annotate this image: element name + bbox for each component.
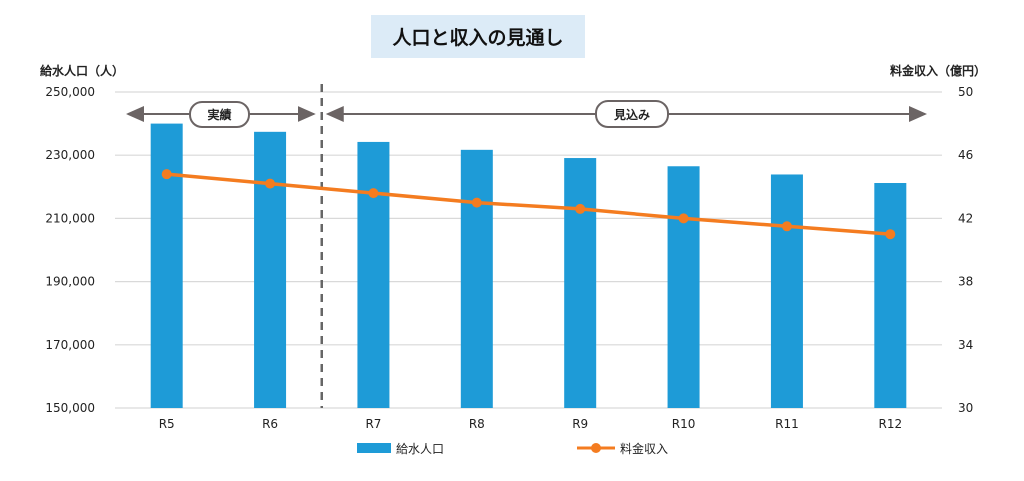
- revenue-point-R12: [885, 229, 896, 240]
- bar-R9: [564, 158, 597, 408]
- bar-R6: [254, 131, 287, 409]
- x-tick-label: R11: [775, 417, 799, 431]
- legend-label-population: 給水人口: [396, 442, 444, 456]
- bar-R12: [874, 183, 907, 408]
- revenue-point-R5: [161, 169, 172, 180]
- forecast-label-box: [595, 100, 669, 128]
- revenue-point-R7: [368, 188, 379, 199]
- legend-line-marker: [591, 443, 601, 453]
- revenue-point-R8: [471, 197, 482, 208]
- right-tick-label: 50: [958, 85, 973, 99]
- right-tick-label: 46: [958, 148, 973, 162]
- x-tick-label: R7: [365, 417, 381, 431]
- legend-bar-swatch: [357, 443, 391, 453]
- revenue-point-R9: [575, 203, 586, 214]
- bar-R11: [770, 174, 803, 408]
- x-tick-label: R10: [672, 417, 696, 431]
- x-tick-label: R9: [572, 417, 588, 431]
- left-tick-label: 190,000: [45, 275, 95, 289]
- x-tick-label: R8: [469, 417, 485, 431]
- left-tick-label: 210,000: [45, 211, 95, 225]
- left-tick-label: 250,000: [45, 85, 95, 99]
- actual-label-box: [189, 101, 250, 128]
- right-tick-label: 42: [958, 211, 973, 225]
- left-tick-label: 230,000: [45, 148, 95, 162]
- x-tick-label: R6: [262, 417, 278, 431]
- revenue-point-R10: [678, 213, 689, 224]
- x-tick-label: R12: [879, 417, 903, 431]
- left-tick-label: 170,000: [45, 338, 95, 352]
- x-tick-label: R5: [159, 417, 175, 431]
- chart-title: 人口と収入の見通し: [371, 15, 585, 58]
- bar-R7: [357, 141, 390, 409]
- right-tick-label: 30: [958, 401, 973, 415]
- revenue-point-R6: [265, 178, 276, 189]
- bar-R8: [460, 149, 493, 408]
- right-tick-label: 38: [958, 275, 973, 289]
- bar-R10: [667, 166, 700, 408]
- actual-label: 実績: [207, 107, 231, 122]
- legend: 給水人口 料金収入: [357, 441, 668, 456]
- revenue-line: [166, 172, 891, 236]
- revenue-point-R11: [781, 221, 792, 232]
- right-axis-label: 料金収入（億円）: [890, 63, 986, 78]
- left-tick-label: 150,000: [45, 401, 95, 415]
- forecast-label: 見込み: [613, 107, 650, 122]
- left-axis-label: 給水人口（人）: [40, 63, 124, 78]
- legend-label-revenue: 料金収入: [620, 441, 668, 456]
- right-tick-label: 34: [958, 338, 973, 352]
- bar-R5: [150, 123, 183, 408]
